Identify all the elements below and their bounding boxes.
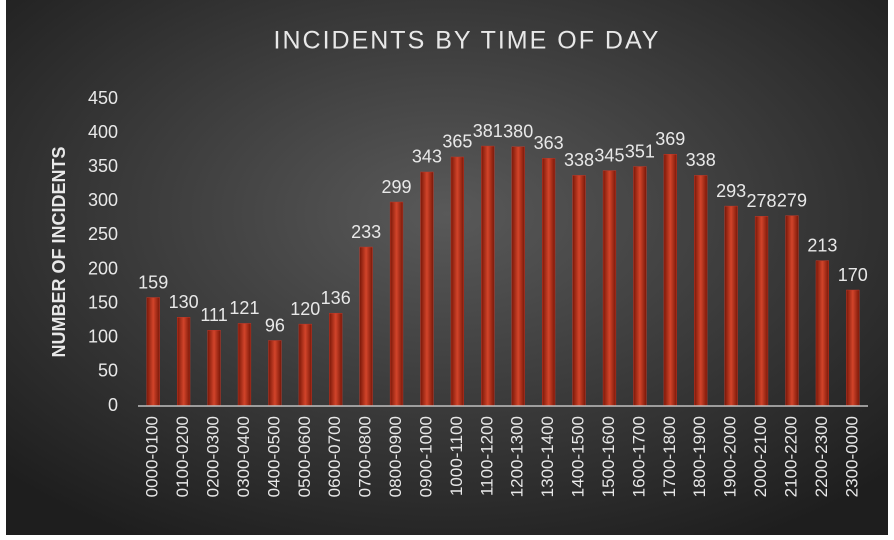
bar [176,317,191,407]
data-label: 351 [625,141,655,161]
data-label: 381 [473,121,503,141]
y-tick-label: 250 [88,224,118,244]
data-label: 293 [716,181,746,201]
x-tick-label: 2100-2200 [781,416,800,497]
bar [815,260,830,407]
bar [785,215,799,407]
y-tick-label: 50 [98,361,118,381]
x-tick-label: 0000-0100 [143,416,162,497]
x-tick-label: 0400-0500 [264,416,283,497]
bar [481,145,495,407]
bar [420,171,434,407]
y-tick-label: 0 [108,395,118,415]
bar [754,216,769,407]
data-label: 120 [290,299,320,319]
x-tick-label: 1300-1400 [538,416,557,497]
x-tick-label: 2200-2300 [812,416,831,497]
y-tick-label: 100 [88,327,118,347]
data-label: 345 [594,145,624,165]
bar [450,156,465,407]
x-tick-label: 2000-2100 [751,416,770,497]
data-label: 338 [686,150,716,170]
data-label: 343 [412,147,442,167]
x-tick-label: 1100-1200 [477,416,496,496]
bar [846,289,860,407]
data-label: 279 [777,190,807,210]
x-tick-label: 0600-0700 [325,416,344,497]
data-label: 213 [807,235,837,255]
bar [724,205,738,407]
data-label: 363 [534,133,564,153]
data-label: 130 [169,292,199,312]
data-label: 159 [138,272,168,292]
data-label: 365 [442,132,472,152]
bar [207,330,221,407]
background [6,0,888,535]
bar [237,323,252,407]
bar [602,170,617,407]
data-label: 380 [503,122,533,142]
data-label: 96 [265,315,285,335]
x-tick-label: 1200-1300 [508,416,527,497]
x-tick-label: 1800-1900 [690,416,709,497]
x-tick-label: 2300-0000 [842,416,861,497]
x-tick-label: 0900-1000 [416,416,435,497]
data-label: 121 [229,298,259,318]
x-tick-label: 0200-0300 [204,416,223,497]
data-label: 338 [564,150,594,170]
data-label: 369 [655,129,685,149]
x-tick-label: 1400-1500 [569,416,588,497]
y-tick-label: 200 [88,258,118,278]
data-label: 170 [838,265,868,285]
bar [694,175,708,407]
y-tick-label: 350 [88,156,118,176]
bar [389,201,404,407]
x-tick-label: 1600-1700 [629,416,648,497]
x-tick-label: 1000-1100 [447,416,466,496]
y-axis-title: NUMBER OF INCIDENTS [49,147,69,358]
x-tick-label: 1700-1800 [660,416,679,497]
bar [541,158,556,407]
x-tick-label: 1900-2000 [721,416,740,497]
data-label: 136 [321,288,351,308]
data-label: 111 [200,305,227,325]
data-label: 278 [747,191,777,211]
y-tick-label: 300 [88,190,118,210]
x-tick-label: 1500-1600 [599,416,618,497]
bar [268,340,282,407]
bar [572,175,586,407]
x-tick-label: 0700-0800 [356,416,375,497]
bar [511,146,525,407]
bar [663,154,677,407]
bar [298,323,312,407]
x-tick-label: 0300-0400 [234,416,253,497]
bar [633,166,647,407]
x-tick-label: 0100-0200 [173,416,192,497]
x-tick-label: 0800-0900 [386,416,405,497]
bar [146,297,160,407]
y-tick-label: 450 [88,88,118,108]
bar [329,312,343,407]
bar [359,246,373,407]
data-label: 233 [351,222,381,242]
chart-title: INCIDENTS BY TIME OF DAY [274,27,661,55]
data-label: 299 [382,177,412,197]
x-tick-label: 0500-0600 [295,416,314,497]
y-tick-label: 400 [88,122,118,142]
y-tick-label: 150 [88,292,118,312]
